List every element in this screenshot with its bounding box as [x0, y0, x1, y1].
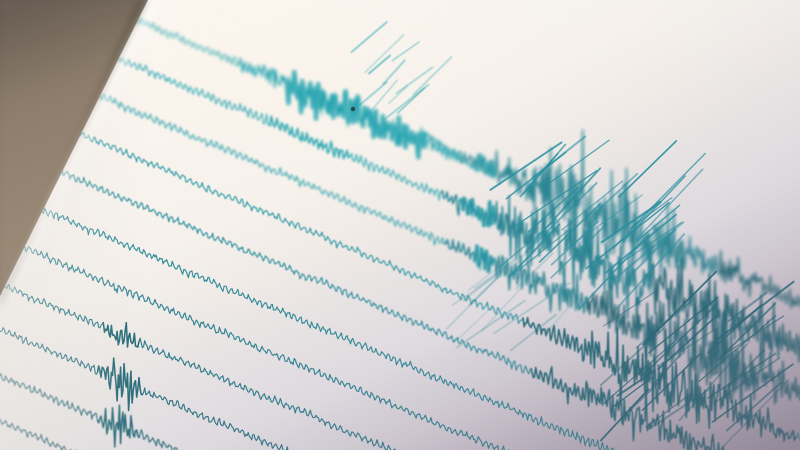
- paper-grain: [0, 0, 800, 450]
- seismogram-illustration: [0, 0, 800, 450]
- seismograph-photo: [0, 0, 800, 450]
